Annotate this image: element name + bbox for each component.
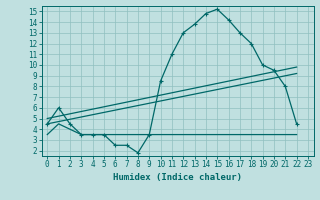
X-axis label: Humidex (Indice chaleur): Humidex (Indice chaleur)	[113, 173, 242, 182]
